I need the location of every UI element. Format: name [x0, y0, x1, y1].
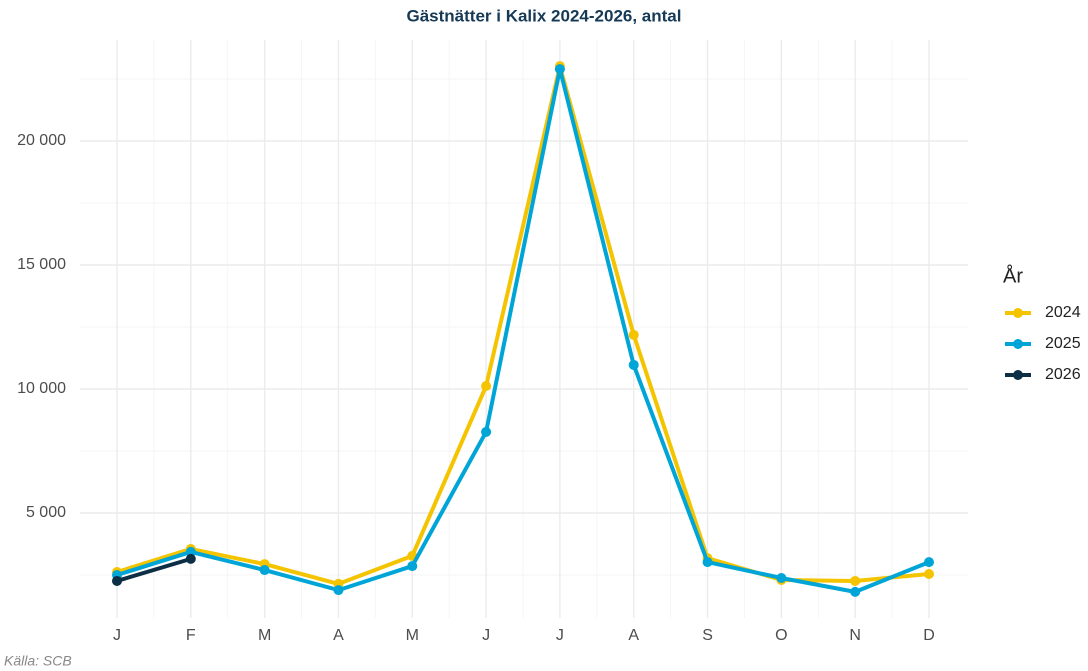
- legend-label: 2025: [1045, 335, 1081, 352]
- x-tick-label: S: [702, 627, 713, 644]
- caption: Källa: SCB: [4, 653, 72, 669]
- data-point: [554, 64, 565, 75]
- data-point: [628, 329, 639, 340]
- legend-label: 2026: [1045, 366, 1081, 383]
- data-point: [702, 557, 713, 568]
- data-point: [628, 359, 639, 370]
- chart-title: Gästnätter i Kalix 2024-2026, antal: [407, 6, 682, 25]
- x-tick-label: A: [333, 627, 344, 644]
- x-tick-label: J: [113, 627, 121, 644]
- data-point: [481, 426, 492, 437]
- data-point: [185, 553, 196, 564]
- y-tick-label: 10 000: [17, 380, 66, 397]
- data-point: [481, 381, 492, 392]
- legend-dot: [1013, 339, 1023, 349]
- data-point: [850, 575, 861, 586]
- data-point: [850, 586, 861, 597]
- x-tick-label: A: [628, 627, 639, 644]
- data-point: [407, 561, 418, 572]
- x-tick-label: D: [923, 627, 935, 644]
- y-tick-label: 5 000: [26, 504, 66, 521]
- data-point: [259, 565, 270, 576]
- x-tick-label: F: [186, 627, 196, 644]
- data-point: [112, 575, 122, 586]
- series-line: [116, 67, 930, 594]
- data-point: [333, 585, 344, 596]
- y-tick-label: 15 000: [17, 256, 66, 273]
- y-tick-label: 20 000: [17, 132, 66, 149]
- data-point: [185, 546, 196, 557]
- data-point: [924, 569, 934, 580]
- x-tick-label: J: [482, 627, 490, 644]
- data-point: [776, 572, 787, 583]
- x-tick-label: O: [775, 627, 787, 644]
- x-tick-label: J: [556, 627, 564, 644]
- x-tick-label: M: [406, 627, 419, 644]
- x-tick-label: N: [849, 627, 861, 644]
- x-tick-label: M: [258, 627, 271, 644]
- legend-title: År: [1003, 264, 1023, 287]
- legend-dot: [1013, 370, 1023, 380]
- legend-label: 2024: [1045, 304, 1081, 321]
- legend-dot: [1013, 308, 1023, 318]
- data-point: [924, 557, 934, 568]
- series-line: [116, 556, 192, 583]
